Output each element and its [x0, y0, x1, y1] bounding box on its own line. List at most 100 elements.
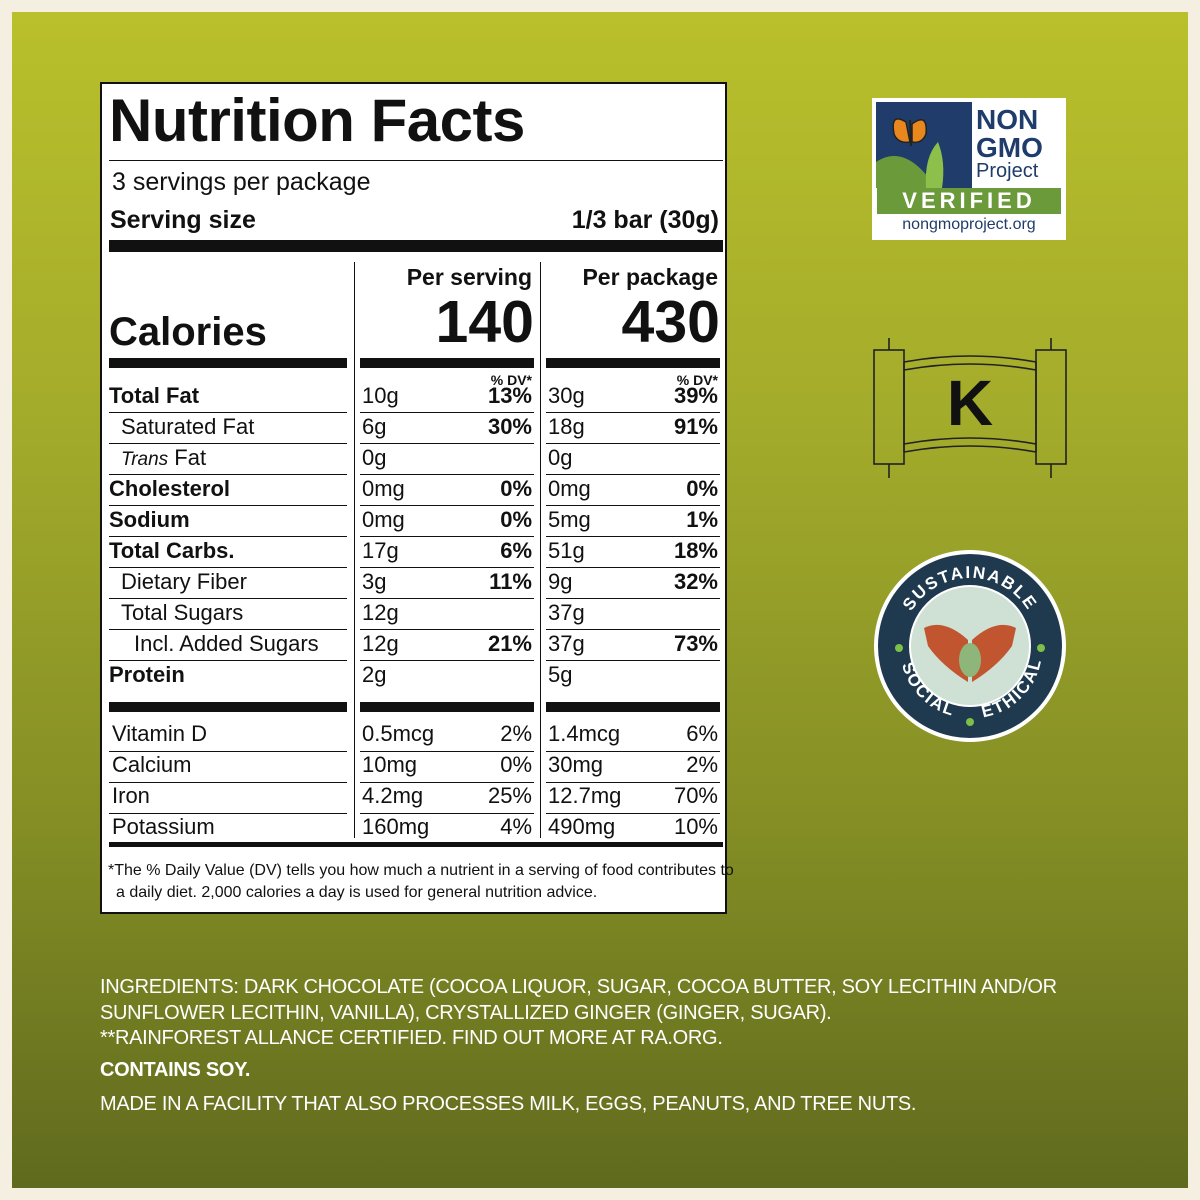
nutrient-s-dv: 0% [500, 476, 532, 501]
vitamin-p-amt: 490mg [548, 814, 616, 839]
vitamin-s-amt: 160mg [362, 814, 430, 839]
kosher-badge: K [870, 336, 1070, 480]
nutrient-p-amt: 37g [548, 631, 585, 656]
vitamin-p-dv: 6% [686, 721, 718, 746]
vitamin-name: Potassium [112, 814, 215, 839]
allergen-facility: MADE IN A FACILITY THAT ALSO PROCESSES M… [100, 1093, 917, 1115]
nutrient-p-dv: 73% [673, 631, 718, 656]
footnote-line-2: a daily diet. 2,000 calories a day is us… [116, 884, 598, 901]
nutrient-p-amt: 51g [548, 538, 585, 563]
servings-per-package: 3 servings per package [112, 168, 371, 196]
nutrient-s-dv: 21% [487, 631, 532, 656]
nutrient-s-amt: 12g [362, 600, 399, 625]
vitamin-s-dv: 4% [500, 814, 532, 839]
vitamin-s-dv: 25% [487, 783, 532, 808]
nutrient-s-amt: 17g [362, 538, 399, 563]
ingredients-line-1: INGREDIENTS: DARK CHOCOLATE (COCOA LIQUO… [100, 976, 1057, 998]
nutrient-name: Total Fat [109, 383, 200, 408]
nutrient-p-dv: 18% [673, 538, 718, 563]
nutrient-s-amt: 0mg [362, 476, 405, 501]
dv-label-package: % DV* [676, 372, 718, 388]
vitamin-name: Vitamin D [112, 721, 207, 746]
calories-per-package: 430 [621, 289, 720, 355]
nutrition-title: Nutrition Facts [109, 87, 525, 154]
nutrient-p-amt: 5g [548, 662, 573, 687]
vitamin-s-dv: 0% [500, 752, 532, 777]
nutrient-s-dv: 0% [500, 507, 532, 532]
nutrient-s-amt: 3g [362, 569, 387, 594]
nutrient-s-amt: 0g [362, 445, 387, 470]
calories-per-serving: 140 [435, 289, 534, 355]
vitamin-s-amt: 10mg [362, 752, 418, 777]
ingredients-line-3: **RAINFOREST ALLANCE CERTIFIED. FIND OUT… [100, 1027, 723, 1049]
sustainable-seal-badge: SUSTAINABLE SOCIAL ETHICAL [872, 548, 1068, 744]
footnote-line-1: *The % Daily Value (DV) tells you how mu… [108, 862, 734, 879]
vitamin-p-amt: 12.7mg [548, 783, 622, 808]
nutrient-s-amt: 2g [362, 662, 387, 687]
nutrient-p-dv: 39% [673, 383, 718, 408]
nutrient-name: Cholesterol [109, 476, 231, 501]
nutrient-name: Sodium [109, 507, 190, 532]
ingredients-line-2: SUNFLOWER LECITHIN, VANILLA), CRYSTALLIZ… [100, 1002, 832, 1024]
seal-word-left: SOCIAL [898, 660, 958, 720]
hands-heart-icon [924, 624, 1016, 682]
nutrient-name: Total Carbs. [109, 538, 235, 563]
kosher-letter: K [946, 367, 994, 439]
seal-word-top: SUSTAINABLE [899, 563, 1041, 614]
dv-label-serving: % DV* [490, 372, 532, 388]
nutrient-p-amt: 0mg [548, 476, 591, 501]
serving-size-value: 1/3 bar (30g) [571, 206, 719, 234]
nutrient-s-dv: 11% [489, 569, 532, 594]
per-package-label: Per package [582, 264, 718, 290]
nutrient-s-amt: 6g [362, 414, 387, 439]
nutrient-p-dv: 32% [673, 569, 718, 594]
nutrient-name: Dietary Fiber [121, 569, 247, 594]
nutrient-p-amt: 0g [548, 445, 573, 470]
seal-graphic [874, 550, 1066, 742]
nutrient-s-amt: 12g [362, 631, 399, 656]
nutrient-name: Incl. Added Sugars [134, 631, 319, 656]
vitamin-name: Iron [112, 783, 150, 808]
seal-word-right: ETHICAL [979, 656, 1045, 722]
nutrient-s-dv: 6% [500, 538, 532, 563]
butterfly-icon [876, 102, 972, 188]
vitamin-p-dv: 70% [673, 783, 718, 808]
nutrient-s-dv: 30% [487, 414, 532, 439]
non-gmo-badge: NON GMO Project VERIFIED nongmoproject.o… [872, 98, 1066, 240]
nutrient-p-amt: 5mg [548, 507, 591, 532]
nutrient-s-amt: 10g [362, 383, 399, 408]
vitamin-name: Calcium [112, 752, 192, 777]
nutrient-name: Saturated Fat [121, 414, 255, 439]
nongmo-url: nongmoproject.org [902, 216, 1036, 233]
nutrient-p-dv: 0% [686, 476, 718, 501]
vitamin-s-amt: 4.2mg [362, 783, 424, 808]
nutrient-p-amt: 9g [548, 569, 573, 594]
vitamin-s-dv: 2% [500, 721, 532, 746]
nutrient-s-dv: 13% [487, 383, 532, 408]
nongmo-non: NON [976, 104, 1039, 135]
nutrient-s-amt: 0mg [362, 507, 405, 532]
nutrient-name: Protein [109, 662, 185, 687]
per-serving-label: Per serving [406, 264, 532, 290]
nutrient-p-dv: 1% [686, 507, 718, 532]
scroll-icon [873, 338, 1067, 478]
nutrient-p-amt: 30g [548, 383, 585, 408]
nutrient-name: Total Sugars [121, 600, 244, 625]
seal-text: SUSTAINABLE SOCIAL ETHICAL [898, 563, 1045, 722]
nutrient-p-amt: 37g [548, 600, 585, 625]
vitamin-p-dv: 10% [673, 814, 718, 839]
calories-label: Calories [109, 310, 267, 354]
nongmo-project: Project [976, 160, 1039, 182]
vitamin-p-dv: 2% [686, 752, 718, 777]
vitamin-p-amt: 30mg [548, 752, 604, 777]
serving-size-label: Serving size [110, 206, 256, 234]
vitamin-p-amt: 1.4mcg [548, 721, 621, 746]
nutrient-p-amt: 18g [548, 414, 585, 439]
nutrient-name: Trans Fat [121, 445, 207, 470]
nongmo-verified: VERIFIED [877, 188, 1061, 214]
nutrition-facts-label: Nutrition Facts 3 servings per package S… [100, 82, 734, 914]
vitamin-s-amt: 0.5mcg [362, 721, 435, 746]
nutrient-p-dv: 91% [673, 414, 718, 439]
allergen-contains: CONTAINS SOY. [100, 1059, 251, 1081]
nongmo-gmo: GMO [976, 132, 1043, 163]
